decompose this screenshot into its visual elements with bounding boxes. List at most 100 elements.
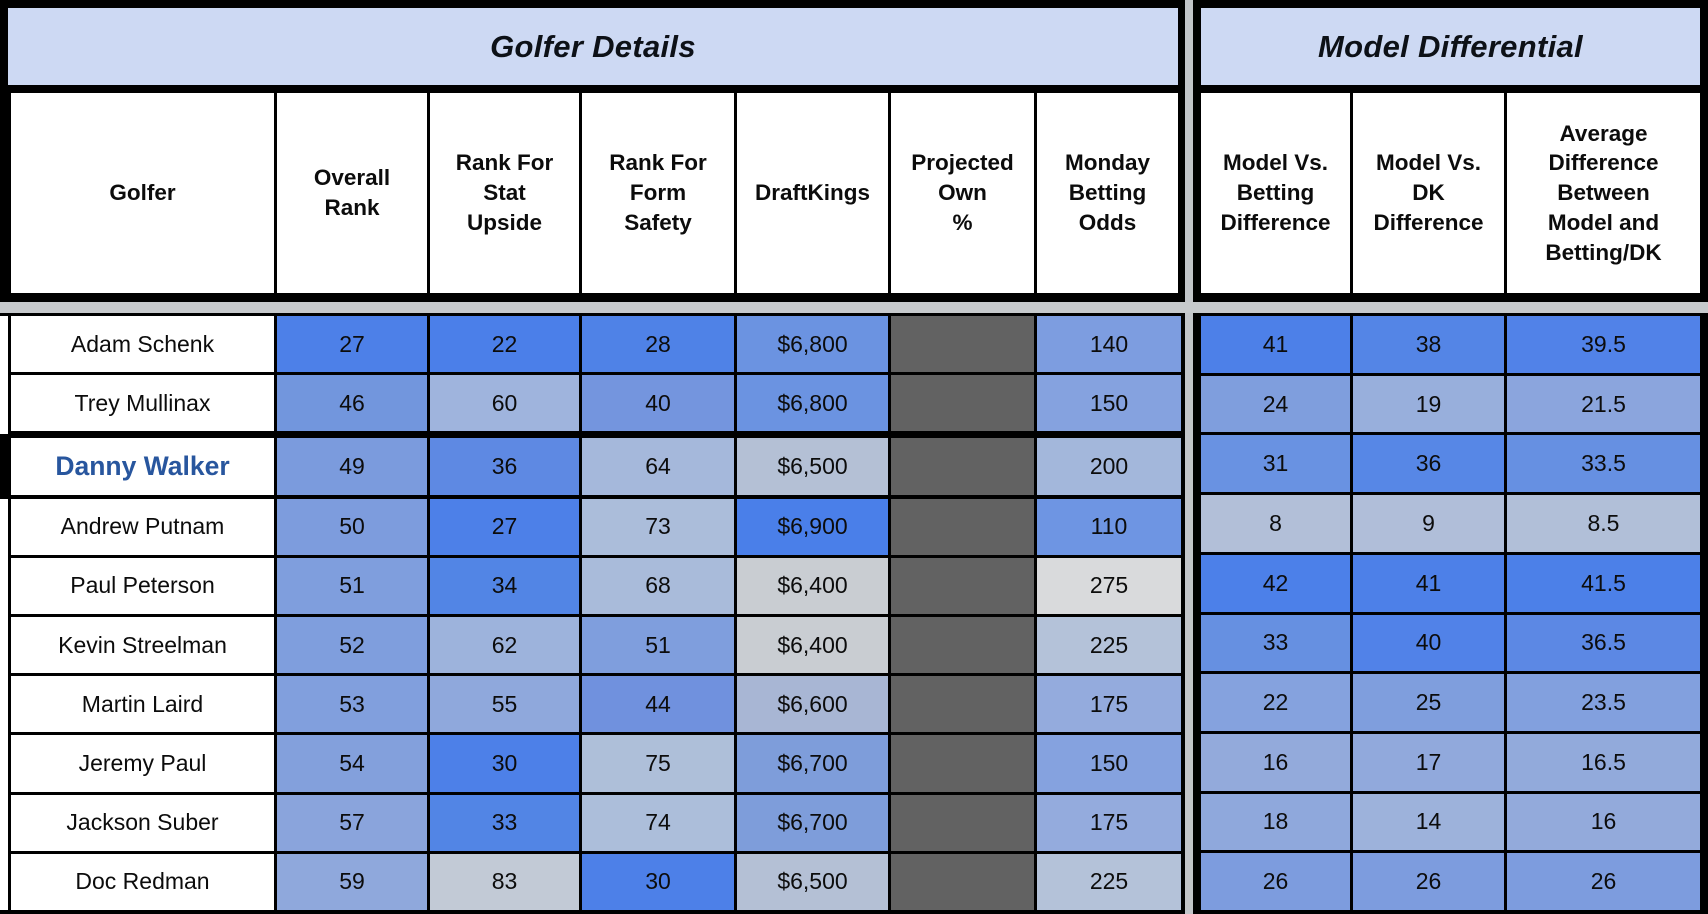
cell-average-difference[interactable]: 16.5 xyxy=(1507,733,1700,791)
cell-monday-betting-odds[interactable]: 140 xyxy=(1037,316,1181,373)
cell-rank-stat-upside[interactable]: 83 xyxy=(430,853,582,911)
cell-model-vs-dk-difference[interactable]: 40 xyxy=(1353,614,1507,672)
cell-rank-stat-upside[interactable]: 34 xyxy=(430,557,582,615)
cell-rank-stat-upside[interactable]: 62 xyxy=(430,617,582,674)
golfer-name-cell[interactable]: Andrew Putnam xyxy=(11,498,277,555)
cell-model-vs-betting-difference[interactable]: 31 xyxy=(1201,435,1353,493)
cell-model-vs-dk-difference[interactable]: 9 xyxy=(1353,495,1507,552)
cell-model-vs-betting-difference[interactable]: 33 xyxy=(1201,614,1353,672)
column-header-golfer[interactable]: Golfer xyxy=(11,93,277,293)
column-header-average-difference[interactable]: Average Difference Between Model and Bet… xyxy=(1507,93,1700,293)
cell-rank-form-safety[interactable]: 44 xyxy=(582,676,737,733)
cell-average-difference[interactable]: 21.5 xyxy=(1507,375,1700,433)
column-header-rank-form-safety[interactable]: Rank For Form Safety xyxy=(582,93,737,293)
golfer-name-cell[interactable]: Paul Peterson xyxy=(11,557,277,615)
model-differential-banner[interactable]: Model Differential xyxy=(1193,0,1708,93)
cell-monday-betting-odds[interactable]: 275 xyxy=(1037,557,1181,615)
cell-draftkings-salary[interactable]: $6,600 xyxy=(737,676,891,733)
cell-rank-stat-upside[interactable]: 33 xyxy=(430,794,582,851)
cell-projected-own[interactable] xyxy=(891,375,1037,432)
cell-average-difference[interactable]: 36.5 xyxy=(1507,614,1700,672)
cell-average-difference[interactable]: 33.5 xyxy=(1507,435,1700,493)
cell-model-vs-betting-difference[interactable]: 18 xyxy=(1201,793,1353,851)
golfer-name-cell[interactable]: Jeremy Paul xyxy=(11,735,277,792)
cell-overall-rank[interactable]: 49 xyxy=(277,438,430,495)
golfer-name-cell[interactable]: Kevin Streelman xyxy=(11,617,277,674)
column-header-overall-rank[interactable]: Overall Rank xyxy=(277,93,430,293)
cell-draftkings-salary[interactable]: $6,500 xyxy=(737,853,891,911)
column-header-rank-stat-upside[interactable]: Rank For Stat Upside xyxy=(430,93,582,293)
cell-rank-form-safety[interactable]: 75 xyxy=(582,735,737,792)
cell-model-vs-dk-difference[interactable]: 38 xyxy=(1353,316,1507,373)
cell-monday-betting-odds[interactable]: 150 xyxy=(1037,735,1181,792)
column-header-monday-betting-odds[interactable]: Monday Betting Odds xyxy=(1037,93,1178,293)
cell-model-vs-dk-difference[interactable]: 26 xyxy=(1353,853,1507,911)
cell-monday-betting-odds[interactable]: 175 xyxy=(1037,676,1181,733)
cell-model-vs-dk-difference[interactable]: 41 xyxy=(1353,554,1507,612)
cell-projected-own[interactable] xyxy=(891,498,1037,555)
golfer-name-cell[interactable]: Jackson Suber xyxy=(11,794,277,851)
golfer-name-cell[interactable]: Trey Mullinax xyxy=(11,375,277,432)
cell-monday-betting-odds[interactable]: 175 xyxy=(1037,794,1181,851)
cell-rank-form-safety[interactable]: 74 xyxy=(582,794,737,851)
cell-rank-stat-upside[interactable]: 60 xyxy=(430,375,582,432)
cell-model-vs-dk-difference[interactable]: 14 xyxy=(1353,793,1507,851)
cell-model-vs-betting-difference[interactable]: 24 xyxy=(1201,375,1353,433)
cell-draftkings-salary[interactable]: $6,700 xyxy=(737,735,891,792)
column-header-draftkings[interactable]: DraftKings xyxy=(737,93,891,293)
cell-model-vs-betting-difference[interactable]: 42 xyxy=(1201,554,1353,612)
cell-overall-rank[interactable]: 27 xyxy=(277,316,430,373)
cell-average-difference[interactable]: 16 xyxy=(1507,793,1700,851)
golfer-name-cell[interactable]: Adam Schenk xyxy=(11,316,277,373)
cell-rank-stat-upside[interactable]: 36 xyxy=(430,438,582,495)
cell-overall-rank[interactable]: 46 xyxy=(277,375,430,432)
golfer-name-cell[interactable]: Danny Walker xyxy=(11,438,277,495)
cell-monday-betting-odds[interactable]: 225 xyxy=(1037,853,1181,911)
cell-average-difference[interactable]: 26 xyxy=(1507,853,1700,911)
cell-model-vs-betting-difference[interactable]: 26 xyxy=(1201,853,1353,911)
column-header-projected-own[interactable]: Projected Own % xyxy=(891,93,1037,293)
cell-model-vs-dk-difference[interactable]: 36 xyxy=(1353,435,1507,493)
cell-monday-betting-odds[interactable]: 110 xyxy=(1037,498,1181,555)
cell-model-vs-dk-difference[interactable]: 25 xyxy=(1353,674,1507,731)
cell-model-vs-betting-difference[interactable]: 41 xyxy=(1201,316,1353,373)
cell-rank-form-safety[interactable]: 68 xyxy=(582,557,737,615)
golfer-name-cell[interactable]: Doc Redman xyxy=(11,853,277,911)
cell-projected-own[interactable] xyxy=(891,316,1037,373)
cell-draftkings-salary[interactable]: $6,800 xyxy=(737,375,891,432)
golfer-name-cell[interactable]: Martin Laird xyxy=(11,676,277,733)
cell-rank-form-safety[interactable]: 64 xyxy=(582,438,737,495)
golfer-details-banner[interactable]: Golfer Details xyxy=(0,0,1185,93)
cell-model-vs-betting-difference[interactable]: 22 xyxy=(1201,674,1353,731)
cell-overall-rank[interactable]: 53 xyxy=(277,676,430,733)
cell-projected-own[interactable] xyxy=(891,438,1037,495)
cell-model-vs-dk-difference[interactable]: 19 xyxy=(1353,375,1507,433)
column-header-model-vs-betting[interactable]: Model Vs. Betting Difference xyxy=(1201,93,1353,293)
cell-draftkings-salary[interactable]: $6,400 xyxy=(737,557,891,615)
cell-average-difference[interactable]: 41.5 xyxy=(1507,554,1700,612)
cell-projected-own[interactable] xyxy=(891,735,1037,792)
cell-rank-stat-upside[interactable]: 22 xyxy=(430,316,582,373)
cell-draftkings-salary[interactable]: $6,500 xyxy=(737,438,891,495)
cell-overall-rank[interactable]: 52 xyxy=(277,617,430,674)
cell-model-vs-betting-difference[interactable]: 8 xyxy=(1201,495,1353,552)
cell-projected-own[interactable] xyxy=(891,794,1037,851)
cell-projected-own[interactable] xyxy=(891,853,1037,911)
cell-monday-betting-odds[interactable]: 150 xyxy=(1037,375,1181,432)
cell-overall-rank[interactable]: 51 xyxy=(277,557,430,615)
cell-draftkings-salary[interactable]: $6,700 xyxy=(737,794,891,851)
cell-overall-rank[interactable]: 50 xyxy=(277,498,430,555)
cell-model-vs-dk-difference[interactable]: 17 xyxy=(1353,733,1507,791)
cell-model-vs-betting-difference[interactable]: 16 xyxy=(1201,733,1353,791)
cell-rank-form-safety[interactable]: 51 xyxy=(582,617,737,674)
cell-projected-own[interactable] xyxy=(891,557,1037,615)
cell-overall-rank[interactable]: 59 xyxy=(277,853,430,911)
cell-rank-stat-upside[interactable]: 55 xyxy=(430,676,582,733)
cell-rank-form-safety[interactable]: 30 xyxy=(582,853,737,911)
column-header-model-vs-dk[interactable]: Model Vs. DK Difference xyxy=(1353,93,1507,293)
cell-rank-form-safety[interactable]: 28 xyxy=(582,316,737,373)
cell-projected-own[interactable] xyxy=(891,617,1037,674)
cell-rank-form-safety[interactable]: 73 xyxy=(582,498,737,555)
cell-overall-rank[interactable]: 57 xyxy=(277,794,430,851)
cell-rank-form-safety[interactable]: 40 xyxy=(582,375,737,432)
